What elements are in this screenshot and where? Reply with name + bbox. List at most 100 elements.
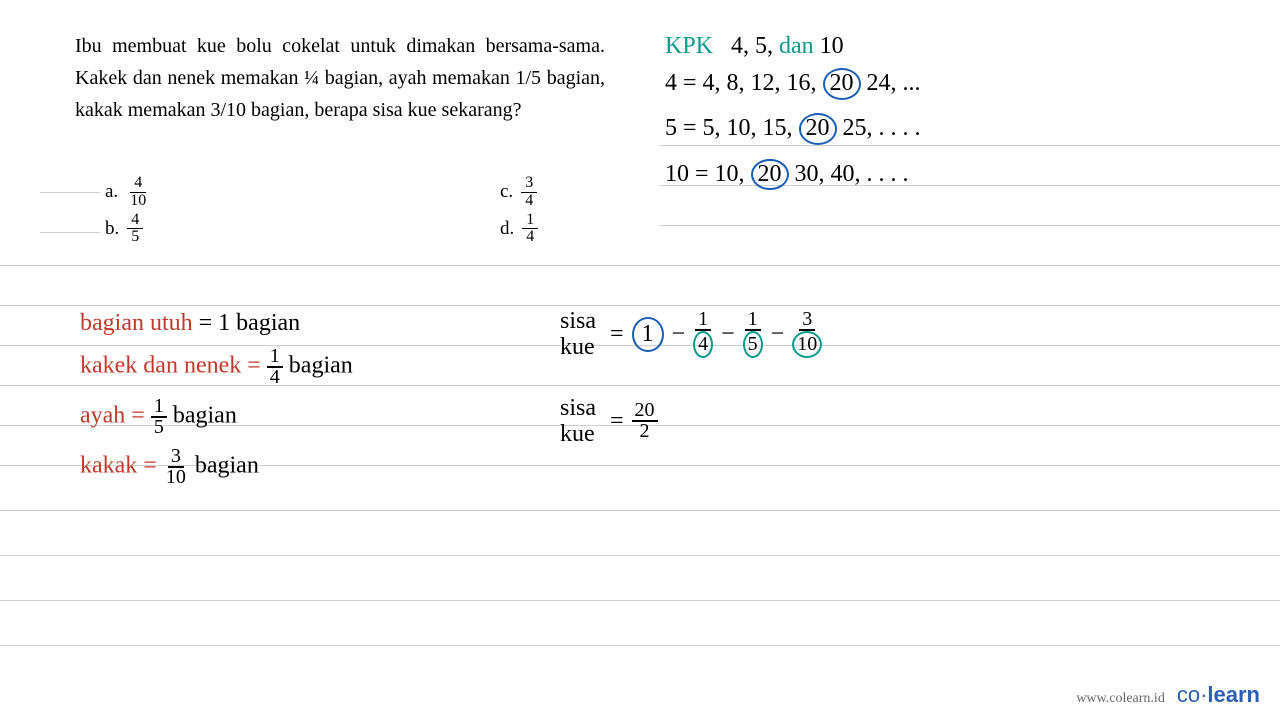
fraction-num: 4 (127, 212, 143, 230)
work-text: = 1 bagian (199, 310, 301, 336)
footer: www.colearn.id co·learn (1076, 682, 1260, 708)
option-a: a. 4 10 (105, 175, 150, 210)
fraction-num: 1 (745, 310, 761, 331)
kpk-title: KPK 4, 5, dan 10 (665, 28, 921, 65)
ruled-line-short (40, 232, 100, 233)
option-b: b. 4 5 (105, 212, 150, 247)
footer-logo: co·learn (1177, 682, 1260, 708)
work-line-2: kakek dan nenek = 1 4 bagian (80, 347, 353, 387)
fraction-den-circled: 5 (743, 331, 763, 358)
fraction-den-circled: 10 (792, 331, 822, 358)
ruled-line (0, 600, 1280, 601)
option-fraction: 4 5 (127, 212, 143, 247)
sisa-label-top: sisa (560, 308, 596, 334)
fraction-num: 3 (799, 310, 815, 331)
work-text: bagian utuh (80, 310, 193, 336)
fraction-num: 1 (522, 212, 538, 230)
option-label: b. (105, 218, 119, 240)
work-fraction: 3 10 (163, 447, 189, 487)
equals-sign: = (610, 408, 624, 435)
fraction-num: 1 (695, 310, 711, 331)
sisa-eq-1: sisa kue = 1 − 1 4 − 1 5 − 3 10 (560, 308, 822, 361)
minus-sign: − (721, 321, 735, 348)
kpk-title-last: 10 (820, 33, 844, 59)
fraction-num: 3 (168, 447, 184, 468)
option-d: d. 1 4 (500, 212, 538, 247)
sisa-label-bottom: kue (560, 421, 596, 447)
fraction-den: 2 (637, 422, 653, 441)
sisa-fraction: 1 4 (693, 310, 713, 358)
kpk-title-prefix: KPK (665, 33, 713, 59)
fraction-den: 10 (126, 193, 150, 210)
fraction-den: 5 (127, 229, 143, 246)
ruled-line (0, 645, 1280, 646)
minus-sign: − (672, 321, 686, 348)
sisa-label-top: sisa (560, 395, 596, 421)
sisa-label: sisa kue (560, 395, 596, 448)
fraction-den: 4 (522, 229, 538, 246)
fraction-num: 20 (632, 401, 658, 422)
work-text: bagian (289, 353, 353, 379)
kpk-row-5: 5 = 5, 10, 15, 20 25, . . . . (665, 110, 921, 147)
option-label: c. (500, 181, 513, 203)
work-bagian: bagian utuh = 1 bagian kakek dan nenek =… (80, 310, 353, 487)
kpk-row-text: 24, ... (861, 70, 921, 96)
sisa-label: sisa kue (560, 308, 596, 361)
fraction-den: 5 (151, 418, 167, 437)
work-fraction: 1 4 (267, 347, 283, 387)
option-label: a. (105, 181, 118, 203)
fraction-num: 1 (267, 347, 283, 368)
kpk-title-dan: dan (779, 33, 814, 59)
fraction-num: 4 (130, 175, 146, 193)
circled-number: 20 (799, 113, 837, 145)
work-line-3: ayah = 1 5 bagian (80, 397, 353, 437)
option-fraction: 3 4 (521, 175, 537, 210)
fraction-num: 3 (521, 175, 537, 193)
work-fraction: 1 5 (151, 397, 167, 437)
fraction-den: 4 (521, 193, 537, 210)
option-c: c. 3 4 (500, 175, 538, 210)
sisa-eq-2: sisa kue = 20 2 (560, 395, 658, 448)
kpk-title-nums: 4, 5, (731, 33, 779, 59)
equals-sign: = (610, 321, 624, 348)
kpk-row-text: 4 = 4, 8, 12, 16, (665, 70, 817, 96)
options-left: a. 4 10 b. 4 5 (105, 175, 150, 248)
minus-sign: − (771, 321, 785, 348)
ruled-line (0, 555, 1280, 556)
ruled-line-short (660, 225, 1280, 226)
kpk-row-text: 5 = 5, 10, 15, (665, 115, 799, 141)
kpk-row-10: 10 = 10, 20 30, 40, . . . . (665, 156, 921, 193)
ruled-line-short (40, 192, 100, 193)
work-line-4: kakak = 3 10 bagian (80, 447, 353, 487)
fraction-den-circled: 4 (693, 331, 713, 358)
ruled-line (0, 305, 1280, 306)
kpk-row-text: 10 = 10, (665, 161, 751, 187)
footer-url: www.colearn.id (1076, 691, 1165, 707)
work-text: bagian (173, 403, 237, 429)
kpk-row-text: 25, . . . . (837, 115, 921, 141)
option-label: d. (500, 218, 514, 240)
logo-part: co (1177, 682, 1200, 707)
fraction-den: 10 (163, 468, 189, 487)
work-text: kakek dan nenek = (80, 353, 267, 379)
option-fraction: 4 10 (126, 175, 150, 210)
ruled-line (0, 510, 1280, 511)
work-text: ayah = (80, 403, 151, 429)
circled-one: 1 (632, 317, 664, 353)
circled-number: 20 (823, 68, 861, 100)
options-right: c. 3 4 d. 1 4 (500, 175, 538, 248)
sisa-label-bottom: kue (560, 334, 596, 360)
option-fraction: 1 4 (522, 212, 538, 247)
question-text: Ibu membuat kue bolu cokelat untuk dimak… (75, 30, 605, 126)
logo-part-bold: learn (1207, 682, 1260, 707)
work-text: kakak = (80, 453, 163, 479)
ruled-line (0, 265, 1280, 266)
kpk-row-4: 4 = 4, 8, 12, 16, 20 24, ... (665, 65, 921, 102)
sisa-fraction: 3 10 (792, 310, 822, 358)
kpk-row-text: 30, 40, . . . . (789, 161, 909, 187)
work-line-1: bagian utuh = 1 bagian (80, 310, 353, 337)
fraction-num: 1 (151, 397, 167, 418)
sisa-fraction: 1 5 (743, 310, 763, 358)
fraction-den: 4 (267, 368, 283, 387)
kpk-working: KPK 4, 5, dan 10 4 = 4, 8, 12, 16, 20 24… (665, 28, 921, 193)
